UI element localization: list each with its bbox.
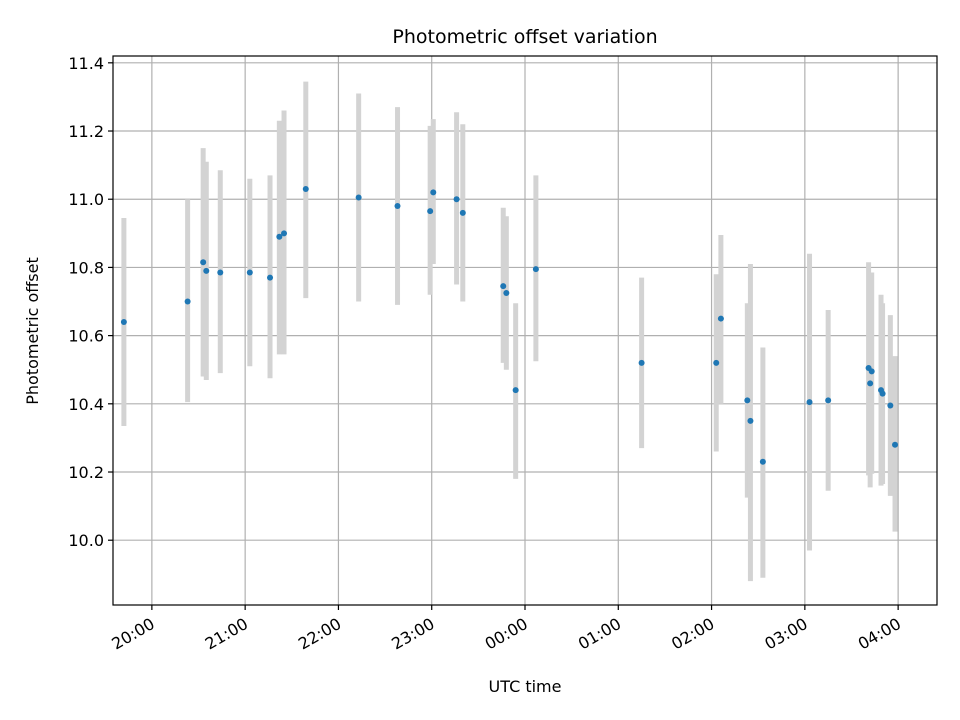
data-point (184, 298, 191, 305)
data-point (868, 368, 875, 375)
data-point (459, 209, 466, 216)
data-point (759, 458, 766, 465)
data-point (427, 208, 434, 215)
data-point (744, 397, 751, 404)
chart-title: Photometric offset variation (392, 26, 657, 48)
data-point (512, 387, 519, 394)
data-point (503, 289, 510, 296)
data-point (276, 233, 283, 240)
data-point (281, 230, 288, 237)
data-point (887, 402, 894, 409)
data-point (246, 269, 253, 276)
y-tick-label: 11.0 (68, 190, 104, 209)
data-point (879, 390, 886, 397)
data-point (867, 380, 874, 387)
data-point (355, 194, 362, 201)
data-point (217, 269, 224, 276)
data-point (203, 267, 210, 274)
y-axis-label: Photometric offset (23, 257, 42, 405)
data-point (713, 359, 720, 366)
y-tick-label: 10.0 (68, 531, 104, 550)
data-point (200, 259, 207, 266)
data-point (500, 283, 507, 290)
grid-lines (113, 56, 937, 605)
y-tick-label: 11.2 (68, 122, 104, 141)
data-points (120, 185, 899, 465)
data-point (394, 203, 401, 210)
data-point (717, 315, 724, 322)
data-point (267, 274, 274, 281)
y-tick-label: 10.4 (68, 395, 104, 414)
y-tick-label: 10.8 (68, 258, 104, 277)
data-point (430, 189, 437, 196)
data-point (453, 196, 460, 203)
data-point (120, 318, 127, 325)
y-tick-label: 10.2 (68, 463, 104, 482)
y-tick-label: 10.6 (68, 327, 104, 346)
data-point (825, 397, 832, 404)
data-point (806, 399, 813, 406)
data-point (638, 359, 645, 366)
data-point (892, 441, 899, 448)
data-point (532, 266, 539, 273)
data-point (747, 417, 754, 424)
y-tick-label: 11.4 (68, 54, 104, 73)
x-axis-label: UTC time (489, 677, 562, 696)
data-point (302, 185, 309, 192)
